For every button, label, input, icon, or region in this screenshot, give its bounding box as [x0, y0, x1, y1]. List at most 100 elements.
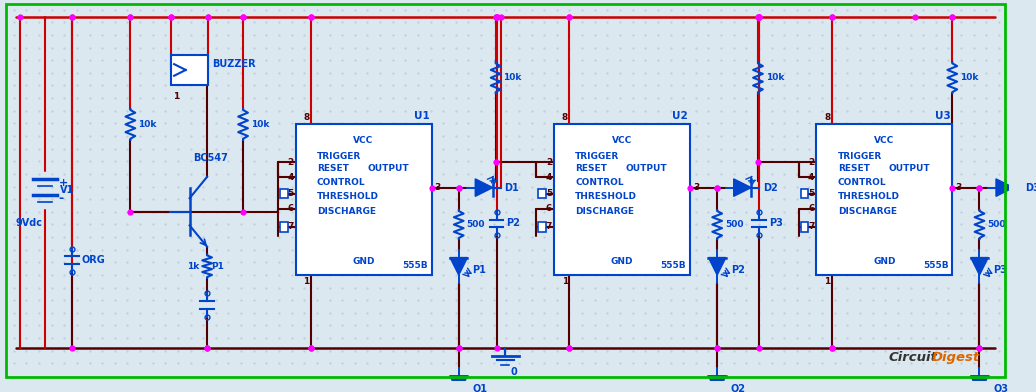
Text: U2: U2	[672, 111, 688, 122]
Polygon shape	[709, 258, 726, 275]
Text: O2: O2	[730, 384, 746, 392]
Text: VCC: VCC	[353, 136, 374, 145]
Text: P2: P2	[730, 265, 745, 275]
Bar	[280, 189, 288, 198]
Text: OUTPUT: OUTPUT	[626, 164, 667, 173]
Polygon shape	[996, 179, 1013, 196]
Polygon shape	[709, 376, 726, 392]
Text: 8: 8	[824, 113, 830, 122]
Text: 10k: 10k	[138, 120, 156, 129]
Text: THRESHOLD: THRESHOLD	[575, 192, 637, 201]
Text: CONTROL: CONTROL	[575, 178, 624, 187]
Text: 4: 4	[546, 172, 552, 181]
Text: 1: 1	[304, 277, 310, 286]
Text: 5: 5	[546, 189, 552, 198]
Text: V1: V1	[60, 185, 75, 196]
Text: 9Vdc: 9Vdc	[16, 218, 42, 228]
Text: 10k: 10k	[251, 120, 269, 129]
Bar	[295, 124, 432, 275]
Text: Digest: Digest	[931, 351, 980, 364]
Text: 7: 7	[808, 222, 814, 231]
Text: GND: GND	[352, 258, 375, 267]
Polygon shape	[733, 179, 751, 196]
Text: P1: P1	[211, 262, 224, 271]
Bar	[539, 222, 546, 232]
Text: U1: U1	[413, 111, 430, 122]
Text: VCC: VCC	[874, 136, 894, 145]
Text: P1: P1	[472, 265, 486, 275]
Text: 10k: 10k	[766, 73, 784, 82]
Text: GND: GND	[873, 258, 895, 267]
Text: 1: 1	[173, 92, 179, 101]
Text: 4: 4	[808, 172, 814, 181]
Text: ORG: ORG	[82, 255, 106, 265]
Text: 500: 500	[466, 220, 485, 229]
Text: VCC: VCC	[612, 136, 632, 145]
Text: +: +	[58, 178, 67, 188]
Bar	[554, 124, 690, 275]
Text: 2: 2	[808, 158, 814, 167]
Text: 3: 3	[434, 183, 440, 192]
Text: O3: O3	[994, 384, 1008, 392]
Text: Circuit: Circuit	[888, 351, 937, 364]
Text: 3: 3	[955, 183, 961, 192]
Text: BUZZER: BUZZER	[212, 59, 256, 69]
Bar	[801, 222, 808, 232]
Bar	[171, 55, 208, 85]
Polygon shape	[450, 258, 467, 275]
Text: 10k: 10k	[503, 73, 522, 82]
Text: O1: O1	[472, 384, 487, 392]
Text: 10k: 10k	[960, 73, 978, 82]
Text: 2: 2	[287, 158, 293, 167]
Text: RESET: RESET	[317, 164, 349, 173]
Text: 6: 6	[287, 204, 293, 213]
Text: 5: 5	[287, 189, 293, 198]
Polygon shape	[450, 376, 467, 392]
Polygon shape	[971, 376, 988, 392]
Text: P2: P2	[507, 218, 520, 229]
Text: 1: 1	[562, 277, 568, 286]
Text: DISCHARGE: DISCHARGE	[575, 207, 634, 216]
Bar	[816, 124, 952, 275]
Text: -: -	[58, 192, 63, 205]
Text: 3: 3	[693, 183, 699, 192]
Text: OUTPUT: OUTPUT	[888, 164, 929, 173]
Text: D2: D2	[762, 183, 778, 192]
Bar	[801, 189, 808, 198]
Text: DISCHARGE: DISCHARGE	[317, 207, 376, 216]
Text: 8: 8	[304, 113, 310, 122]
Polygon shape	[971, 258, 988, 275]
Text: U3: U3	[934, 111, 950, 122]
Text: 8: 8	[562, 113, 568, 122]
Text: P3: P3	[769, 218, 782, 229]
Bar	[280, 222, 288, 232]
Text: TRIGGER: TRIGGER	[838, 152, 882, 161]
Text: 555B: 555B	[923, 261, 948, 270]
Text: 6: 6	[546, 204, 552, 213]
Text: 500: 500	[987, 220, 1006, 229]
Text: 6: 6	[808, 204, 814, 213]
Text: OUTPUT: OUTPUT	[368, 164, 409, 173]
Text: TRIGGER: TRIGGER	[575, 152, 620, 161]
Text: THRESHOLD: THRESHOLD	[838, 192, 899, 201]
Text: 2: 2	[546, 158, 552, 167]
Text: 500: 500	[725, 220, 744, 229]
Text: 555B: 555B	[402, 261, 428, 270]
Text: 1: 1	[824, 277, 830, 286]
Text: TRIGGER: TRIGGER	[317, 152, 362, 161]
Text: D3: D3	[1026, 183, 1036, 192]
Text: GND: GND	[610, 258, 633, 267]
Text: 7: 7	[546, 222, 552, 231]
Text: THRESHOLD: THRESHOLD	[317, 192, 379, 201]
Text: 555B: 555B	[661, 261, 686, 270]
Text: 1k: 1k	[188, 262, 199, 271]
Text: D1: D1	[505, 183, 519, 192]
Text: CONTROL: CONTROL	[317, 178, 366, 187]
Text: CONTROL: CONTROL	[838, 178, 886, 187]
Text: RESET: RESET	[575, 164, 607, 173]
Text: 5: 5	[808, 189, 814, 198]
Text: BC547: BC547	[194, 153, 228, 163]
Polygon shape	[476, 179, 493, 196]
Text: 0: 0	[511, 367, 517, 377]
Text: 7: 7	[287, 222, 293, 231]
